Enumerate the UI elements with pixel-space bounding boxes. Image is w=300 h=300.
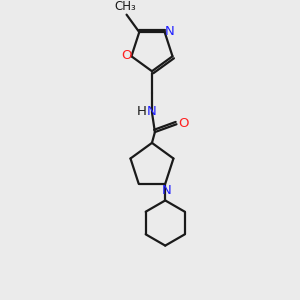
Text: O: O xyxy=(178,117,189,130)
Text: N: N xyxy=(165,25,174,38)
Text: CH₃: CH₃ xyxy=(115,0,136,13)
Text: N: N xyxy=(147,105,157,118)
Text: H: H xyxy=(137,105,147,118)
Text: N: N xyxy=(161,184,171,197)
Text: O: O xyxy=(121,49,132,62)
